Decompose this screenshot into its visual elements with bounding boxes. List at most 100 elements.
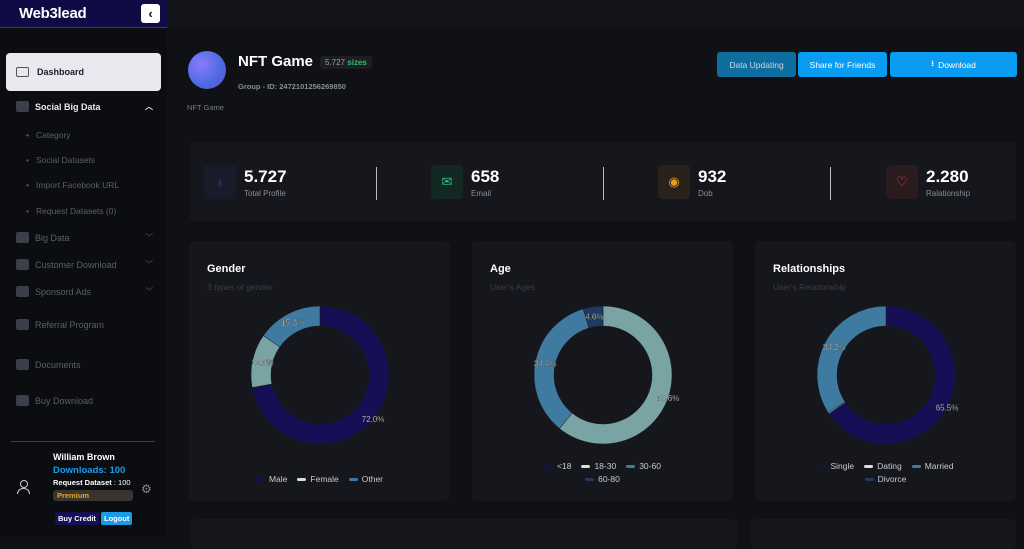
stat-email: ✉ 658 Email <box>431 165 499 199</box>
data-updating-button[interactable]: Data Updating <box>717 52 796 77</box>
legend-item[interactable]: 18-30 <box>581 461 616 471</box>
legend-item[interactable]: Dating <box>864 461 902 471</box>
sidebar-subitem-category[interactable]: Category <box>26 130 71 140</box>
sidebar-item-label: Documents <box>35 359 81 370</box>
legend-swatch <box>544 465 554 469</box>
slice-label: 65.5% <box>936 403 959 412</box>
stat-value: 658 <box>471 166 500 186</box>
slice-label: 60.6% <box>657 394 680 403</box>
slice-label: 72.0% <box>362 415 385 424</box>
facebook-icon <box>16 286 29 297</box>
group-avatar <box>188 51 226 89</box>
legend-item[interactable]: Single <box>817 461 854 471</box>
slice-label: 15.3% <box>281 319 304 328</box>
slice-Male[interactable] <box>251 305 390 445</box>
group-id: Group - ID: 2472101256269850 <box>238 82 346 91</box>
sidebar-item-documents[interactable]: Documents <box>0 359 167 370</box>
donut-chart: 72.0% 12.6% 15.3% <box>250 305 390 445</box>
chart-title: Relationships <box>773 263 846 275</box>
slice-60-80[interactable] <box>582 305 604 329</box>
legend-item[interactable]: Other <box>348 474 384 484</box>
credit-card-icon <box>16 395 29 406</box>
sidebar-item-label: Buy Download <box>35 395 94 406</box>
sidebar-item-label: Customer Download <box>35 259 117 270</box>
collapse-sidebar-button[interactable]: ‹ <box>141 4 160 23</box>
sidebar-item-social-big-data[interactable]: Social Big Data ︿ <box>0 101 167 112</box>
sidebar-item-dashboard[interactable]: Dashboard <box>6 53 161 91</box>
stat-dob: ◉ 932 Dob <box>658 165 726 199</box>
divider <box>11 441 155 442</box>
stat-value: 5.727 <box>244 166 287 186</box>
chart-title: Age <box>490 263 511 275</box>
slice-label: 4.6% <box>585 313 603 322</box>
legend-item[interactable]: <18 <box>544 461 571 471</box>
legend-label: 18-30 <box>594 461 617 471</box>
slice-30-60[interactable] <box>533 308 590 429</box>
stat-value: 2.280 <box>926 166 969 186</box>
buy-credit-button[interactable]: Buy Credit <box>55 512 99 525</box>
download-button[interactable]: ⭳ Download <box>890 52 1017 77</box>
sidebar-item-buy-download[interactable]: Buy Download <box>0 395 167 406</box>
share-button[interactable]: Share for Friends <box>798 52 887 77</box>
image-folder-icon <box>16 259 29 270</box>
legend-label: Married <box>924 461 954 471</box>
legend-item[interactable]: Married <box>911 461 954 471</box>
slice-Single[interactable] <box>828 305 956 445</box>
stats-panel: ♁ 5.727 Total Profile ✉ 658 Email ◉ 932 Dob ♡ 2… <box>190 142 1016 221</box>
slice-18-30[interactable] <box>559 305 673 445</box>
legend-item[interactable]: Male <box>255 474 288 484</box>
sidebar: Web3lead ‹ Dashboard Social Big Data ︿ Ca… <box>0 0 167 537</box>
legend-label: <18 <box>557 461 572 471</box>
download-label: Download <box>938 59 976 70</box>
bottom-card <box>750 519 1016 549</box>
slice-label: 12.6% <box>251 359 274 368</box>
legend-label: 60-80 <box>598 474 620 484</box>
legend-swatch <box>297 478 307 482</box>
stat-value: 932 <box>698 166 727 186</box>
users-icon <box>16 319 29 330</box>
legend-label: Male <box>268 474 288 484</box>
sidebar-item-label: Referral Program <box>35 319 105 330</box>
sidebar-subitem-request-datasets[interactable]: Request Datasets (0) <box>26 206 116 216</box>
top-bar <box>167 0 1024 28</box>
user-name: William Brown <box>53 452 115 462</box>
chevron-up-icon: ︿ <box>145 102 153 111</box>
slice-Other[interactable] <box>263 305 321 348</box>
legend-item[interactable]: 60-80 <box>585 474 620 484</box>
downloads-count: Downloads: 100 <box>53 465 126 476</box>
legend-label: Other <box>361 474 384 484</box>
chevron-down-icon: ﹀ <box>145 260 153 269</box>
legend-item[interactable]: Divorce <box>864 474 906 484</box>
page-title: NFT Game <box>238 53 314 70</box>
stat-label: Total Profile <box>244 188 286 198</box>
legend-swatch <box>348 478 358 482</box>
sidebar-item-sponsord-ads[interactable]: Sponsord Ads ﹀ <box>0 286 167 297</box>
slice-Married[interactable] <box>816 305 887 414</box>
sidebar-item-big-data[interactable]: Big Data ﹀ <box>0 232 167 243</box>
chevron-down-icon: ﹀ <box>145 233 153 242</box>
legend-item[interactable]: 30-60 <box>626 461 661 471</box>
legend-swatch <box>864 478 874 482</box>
logout-button[interactable]: Logout <box>101 512 133 525</box>
legend-label: Dating <box>877 461 902 471</box>
sidebar-subitem-import-facebook[interactable]: Import Facebook URL <box>26 180 119 190</box>
slice-label: 34.2% <box>823 343 846 352</box>
sidebar-item-referral-program[interactable]: Referral Program <box>0 319 167 330</box>
chart-card-relationships: Relationships User's Relationship 65.5% 34.… <box>755 241 1016 501</box>
chart-legend: Male Female Other <box>189 473 450 486</box>
chart-subtitle: 3 types of gender <box>207 282 273 292</box>
legend-swatch <box>817 465 827 469</box>
legend-swatch <box>911 465 921 469</box>
sidebar-subitem-social-datasets[interactable]: Social Datasets <box>26 155 95 165</box>
plan-badge: Premium <box>53 490 133 501</box>
donut-chart: 65.5% 34.2% <box>816 305 959 445</box>
profile-icon: ♁ <box>204 165 236 199</box>
legend-item[interactable]: Female <box>297 474 339 484</box>
database-icon <box>16 232 29 243</box>
legend-label: Female <box>310 474 339 484</box>
chart-card-gender: Gender 3 types of gender 72.0% 12.6% 15.3% Ma… <box>189 241 450 501</box>
chart-title: Gender <box>207 263 246 275</box>
sidebar-item-customer-download[interactable]: Customer Download ﹀ <box>0 259 167 270</box>
settings-gear-icon[interactable]: ⚙ <box>141 482 152 496</box>
size-number: 5.727 <box>325 58 346 67</box>
